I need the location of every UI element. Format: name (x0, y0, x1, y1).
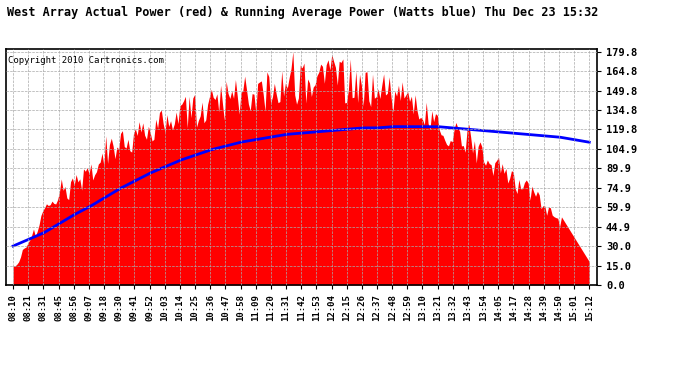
Text: West Array Actual Power (red) & Running Average Power (Watts blue) Thu Dec 23 15: West Array Actual Power (red) & Running … (7, 6, 598, 19)
Text: Copyright 2010 Cartronics.com: Copyright 2010 Cartronics.com (8, 56, 164, 65)
